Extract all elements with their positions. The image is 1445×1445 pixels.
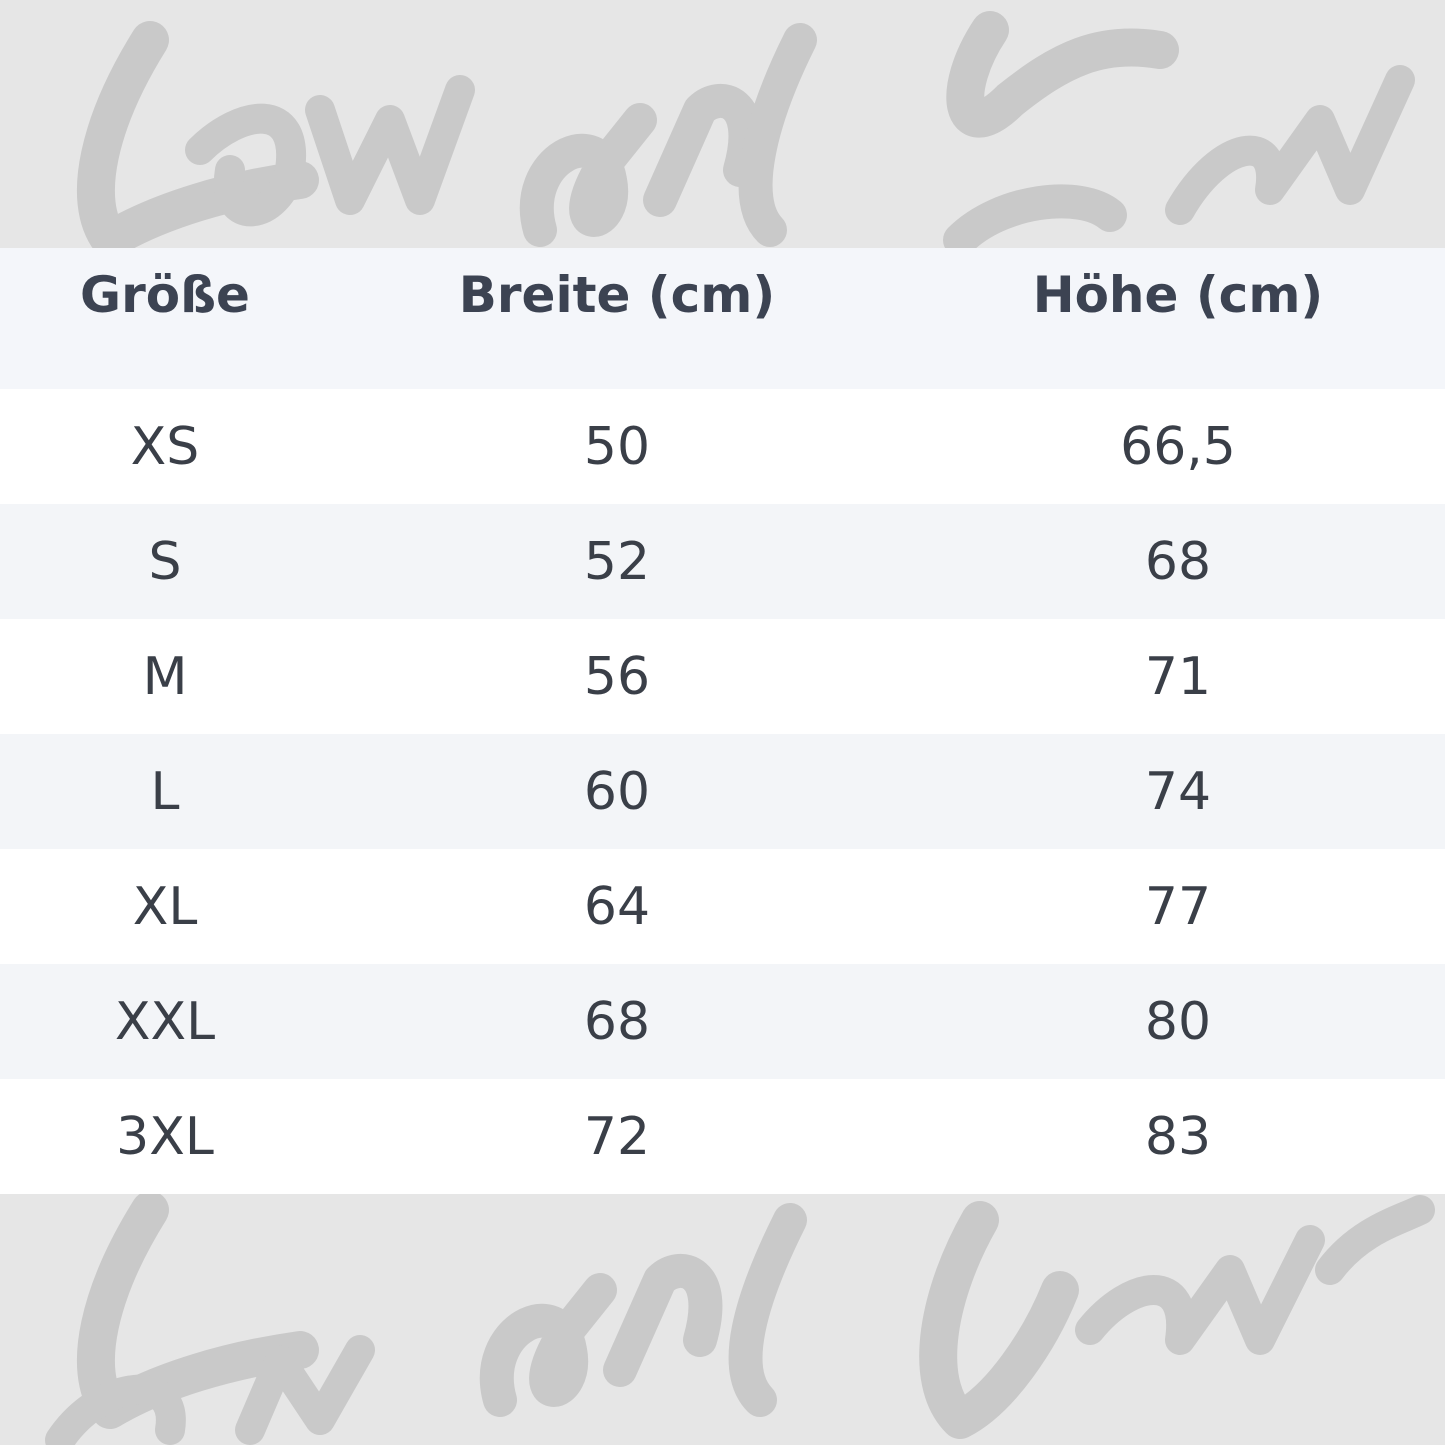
size-cell: XL: [132, 876, 198, 937]
width-cell: 68: [583, 991, 651, 1052]
size-cell: M: [142, 646, 188, 707]
table-row: M 56 71: [0, 619, 1445, 734]
height-cell: 83: [1144, 1106, 1212, 1167]
width-cell: 60: [583, 761, 651, 822]
header-height: Höhe (cm): [1032, 266, 1324, 324]
table-row: S 52 68: [0, 504, 1445, 619]
size-cell: S: [148, 531, 182, 592]
height-cell: 66,5: [1120, 416, 1236, 477]
height-cell: 71: [1144, 646, 1212, 707]
size-cell: 3XL: [116, 1106, 214, 1167]
height-cell: 68: [1144, 531, 1212, 592]
size-chart-table: Größe Breite (cm) Höhe (cm) XS 50 66,5 S 52 6…: [0, 248, 1445, 1194]
height-cell: 74: [1144, 761, 1212, 822]
table-row: XS 50 66,5: [0, 389, 1445, 504]
table-row: XXL 68 80: [0, 964, 1445, 1079]
table-body: XS 50 66,5 S 52 68 M 56 71 L 60 74 XL 64 77 XXL 68 80 3XL 7…: [0, 389, 1445, 1194]
width-cell: 72: [583, 1106, 651, 1167]
table-header: Größe Breite (cm) Höhe (cm): [0, 248, 1445, 389]
header-width: Breite (cm): [458, 266, 776, 324]
width-cell: 50: [583, 416, 651, 477]
table-row: L 60 74: [0, 734, 1445, 849]
width-cell: 64: [583, 876, 651, 937]
width-cell: 56: [583, 646, 651, 707]
width-cell: 52: [583, 531, 651, 592]
watermark-top: [76, 11, 1415, 259]
header-size: Größe: [80, 266, 250, 324]
height-cell: 77: [1144, 876, 1212, 937]
size-cell: XS: [130, 416, 200, 477]
table-row: XL 64 77: [0, 849, 1445, 964]
height-cell: 80: [1144, 991, 1212, 1052]
table-row: 3XL 72 83: [0, 1079, 1445, 1194]
size-cell: XXL: [114, 991, 216, 1052]
size-cell: L: [150, 761, 180, 822]
watermark-bottom: [45, 1191, 1435, 1445]
